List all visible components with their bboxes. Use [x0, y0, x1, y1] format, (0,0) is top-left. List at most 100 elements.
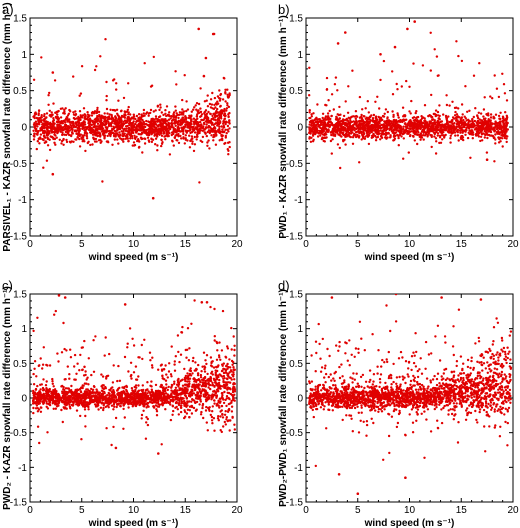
scatter-point: [154, 115, 158, 118]
scatter-point: [199, 120, 202, 124]
scatter-point: [201, 406, 204, 410]
scatter-point: [168, 111, 171, 114]
scatter-point: [117, 128, 120, 131]
scatter-point: [116, 112, 119, 116]
scatter-point: [413, 139, 416, 142]
scatter-point: [181, 111, 185, 115]
scatter-point: [185, 100, 188, 103]
scatter-point: [449, 131, 452, 134]
scatter-points: [31, 294, 237, 455]
scatter-point: [494, 124, 498, 127]
scatter-point: [225, 418, 228, 421]
scatter-point: [145, 416, 148, 419]
scatter-point: [137, 124, 140, 127]
scatter-point: [342, 125, 345, 129]
scatter-point: [99, 127, 103, 130]
scatter-point: [119, 133, 122, 136]
scatter-point: [394, 120, 397, 124]
scatter-point: [168, 153, 172, 156]
scatter-point: [48, 91, 51, 95]
scatter-point: [388, 128, 391, 132]
scatter-point: [339, 129, 342, 133]
scatter-point: [112, 125, 115, 128]
scatter-point: [424, 121, 428, 124]
scatter-point: [492, 126, 496, 129]
scatter-point: [81, 121, 84, 125]
scatter-point: [43, 135, 46, 139]
scatter-point: [228, 358, 231, 361]
scatter-point: [342, 129, 345, 132]
scatter-point: [157, 128, 160, 131]
scatter-point: [357, 120, 360, 123]
scatter-point: [226, 102, 229, 105]
scatter-point: [489, 113, 493, 116]
scatter-point: [330, 93, 334, 96]
scatter-point: [91, 143, 94, 146]
scatter-point: [498, 132, 501, 136]
scatter-point: [435, 121, 438, 124]
scatter-point: [419, 138, 422, 141]
scatter-point: [65, 140, 69, 144]
scatter-point: [81, 125, 85, 129]
scatter-point: [420, 120, 423, 124]
scatter-point: [88, 122, 92, 126]
scatter-point: [126, 124, 129, 128]
scatter-point: [414, 111, 417, 115]
scatter-point: [312, 128, 315, 131]
x-tick-label: 15: [180, 505, 192, 516]
scatter-point: [217, 399, 220, 402]
scatter-point: [34, 120, 38, 123]
scatter-point: [477, 111, 480, 115]
scatter-point: [190, 118, 193, 121]
scatter-point: [137, 113, 141, 116]
scatter-point: [52, 385, 55, 388]
scatter-point: [363, 137, 367, 140]
scatter-point: [181, 108, 184, 111]
scatter-point: [217, 118, 221, 122]
scatter-point: [468, 132, 471, 136]
scatter-point: [400, 135, 403, 138]
scatter-point: [204, 120, 207, 123]
scatter-point: [141, 151, 144, 154]
scatter-point: [370, 130, 373, 134]
scatter-point: [94, 128, 98, 131]
scatter-point: [373, 129, 376, 132]
scatter-point: [216, 124, 219, 127]
scatter-point: [182, 132, 185, 136]
scatter-point: [111, 143, 114, 146]
scatter-point: [38, 117, 41, 120]
scatter-point: [211, 91, 214, 95]
scatter-point: [325, 76, 329, 80]
x-tick-label: 20: [231, 239, 243, 250]
scatter-point: [211, 381, 214, 384]
scatter-point: [91, 133, 95, 136]
scatter-point: [311, 126, 314, 129]
scatter-point: [466, 136, 470, 140]
scatter-point: [344, 121, 347, 125]
scatter-point: [53, 313, 56, 316]
scatter-point: [82, 123, 86, 126]
scatter-point: [110, 121, 113, 125]
scatter-point: [425, 123, 429, 127]
y-axis-title: PARSIVEL₁ - KAZR snowfall rate differenc…: [2, 2, 13, 251]
scatter-point: [196, 124, 199, 127]
scatter-point: [422, 138, 425, 141]
scatter-point: [83, 117, 86, 120]
scatter-point: [72, 111, 75, 114]
x-tick-label: 0: [303, 239, 309, 250]
scatter-point: [151, 138, 155, 141]
scatter-point: [91, 120, 94, 123]
scatter-point: [92, 129, 95, 132]
scatter-point: [434, 152, 438, 155]
scatter-point: [406, 132, 409, 135]
scatter-point: [116, 138, 119, 141]
scatter-point: [449, 134, 452, 137]
scatter-point: [315, 131, 318, 134]
scatter-point: [118, 131, 121, 134]
scatter-point: [217, 415, 220, 418]
scatter-point: [308, 94, 311, 97]
scatter-point: [172, 126, 175, 129]
scatter-point: [310, 113, 313, 116]
scatter-point: [371, 126, 374, 129]
